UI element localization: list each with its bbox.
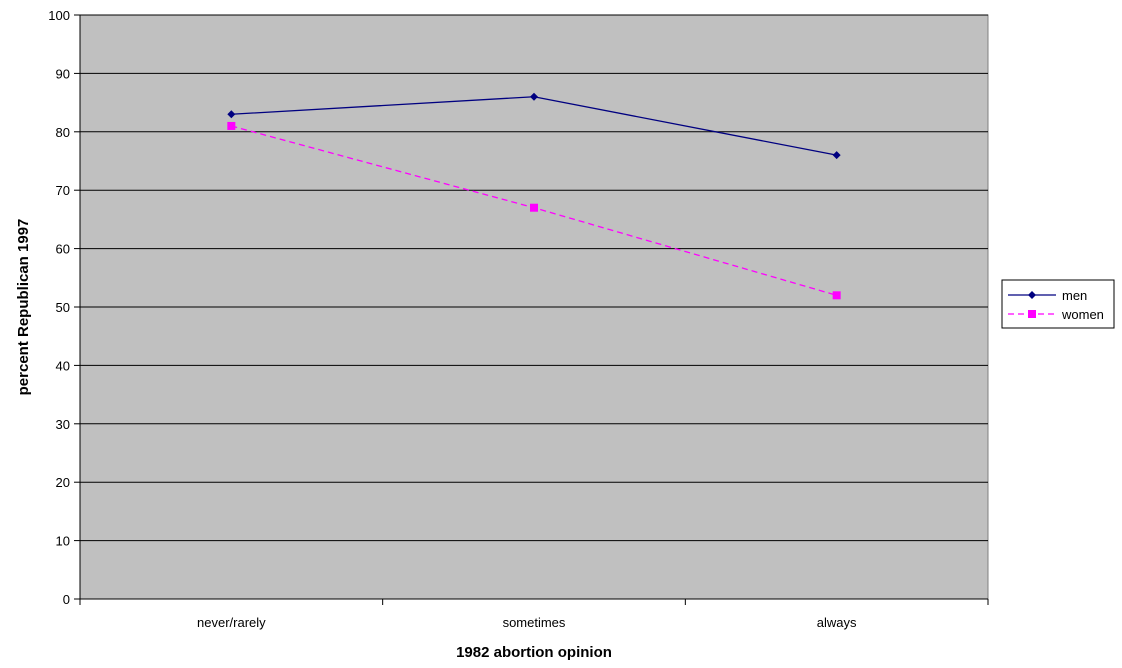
data-point-men: [227, 110, 236, 119]
y-tick-label: 100: [48, 8, 70, 23]
x-axis-title: 1982 abortion opinion: [456, 644, 612, 661]
legend: men women: [1001, 279, 1115, 329]
y-tick-label: 40: [56, 358, 70, 373]
legend-marker-men: [1028, 291, 1036, 299]
x-tick-label: always: [817, 615, 857, 630]
axes: [74, 14, 989, 605]
y-tick-label: 10: [56, 534, 70, 549]
data-point-men: [530, 92, 538, 101]
y-tick-label: 0: [63, 592, 70, 607]
series-women: [227, 121, 841, 300]
x-tick-labels: never/rarely sometimes always: [197, 615, 857, 630]
data-point-men: [832, 151, 841, 160]
y-tick-label: 90: [56, 66, 70, 81]
legend-marker-women: [1028, 310, 1036, 318]
x-tick-label: sometimes: [503, 615, 566, 630]
y-tick-labels: 0 10 20 30 40 50 60 70 80 90 100: [48, 8, 70, 607]
series-layer: [227, 92, 841, 300]
legend-item-women: women: [1008, 307, 1104, 322]
y-tick-label: 20: [56, 475, 70, 490]
legend-label-men: men: [1062, 288, 1087, 303]
data-point-women: [530, 203, 538, 212]
series-men: [227, 92, 841, 160]
legend-item-men: men: [1008, 288, 1087, 303]
y-tick-label: 50: [56, 300, 70, 315]
x-tick-label: never/rarely: [197, 615, 266, 630]
legend-items: men women: [1008, 288, 1104, 322]
y-tick-label: 70: [56, 183, 70, 198]
y-tick-label: 60: [56, 242, 70, 257]
y-tick-label: 80: [56, 125, 70, 140]
y-tick-label: 30: [56, 417, 70, 432]
legend-box: [1001, 279, 1115, 329]
gridlines: [80, 14, 988, 542]
data-point-women: [832, 291, 841, 300]
legend-label-women: women: [1061, 307, 1104, 322]
data-point-women: [227, 121, 236, 130]
y-axis-title: percent Republican 1997: [15, 219, 32, 396]
